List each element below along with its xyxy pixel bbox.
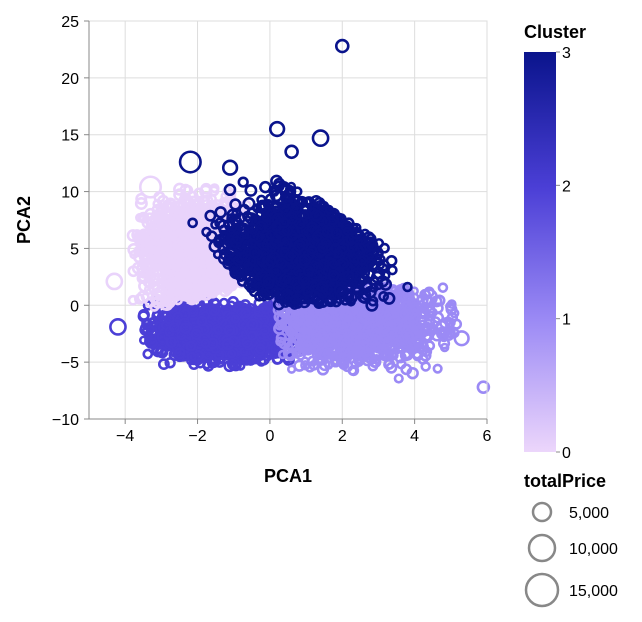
data-point bbox=[190, 328, 202, 341]
data-point bbox=[156, 346, 169, 359]
data-point bbox=[147, 337, 159, 349]
data-points bbox=[105, 38, 491, 394]
data-point bbox=[258, 314, 270, 326]
data-point bbox=[179, 322, 192, 335]
data-point bbox=[168, 321, 180, 333]
data-point bbox=[206, 337, 219, 350]
data-point bbox=[196, 315, 208, 327]
data-point bbox=[393, 373, 404, 384]
data-point bbox=[173, 347, 186, 360]
data-point bbox=[185, 340, 197, 352]
data-point bbox=[254, 343, 266, 355]
data-point bbox=[165, 336, 178, 349]
data-point bbox=[213, 325, 224, 336]
data-point bbox=[164, 357, 176, 369]
data-point bbox=[259, 324, 271, 336]
data-point bbox=[138, 335, 149, 345]
data-point bbox=[226, 349, 237, 359]
data-point bbox=[213, 353, 225, 366]
data-point bbox=[230, 314, 241, 324]
data-point bbox=[141, 317, 153, 329]
data-point bbox=[200, 338, 211, 349]
data-point bbox=[239, 307, 251, 319]
data-point bbox=[260, 305, 271, 316]
data-point bbox=[188, 358, 200, 371]
data-point bbox=[207, 303, 221, 317]
data-point bbox=[164, 313, 175, 325]
data-point bbox=[226, 358, 239, 371]
data-point bbox=[239, 347, 249, 357]
data-point bbox=[246, 318, 259, 331]
data-point bbox=[157, 358, 170, 371]
data-point bbox=[246, 330, 258, 341]
data-point bbox=[142, 348, 154, 360]
data-point bbox=[223, 324, 236, 337]
data-point bbox=[241, 336, 253, 349]
data-point bbox=[271, 353, 283, 365]
data-point bbox=[202, 359, 215, 372]
data-point bbox=[228, 335, 240, 347]
